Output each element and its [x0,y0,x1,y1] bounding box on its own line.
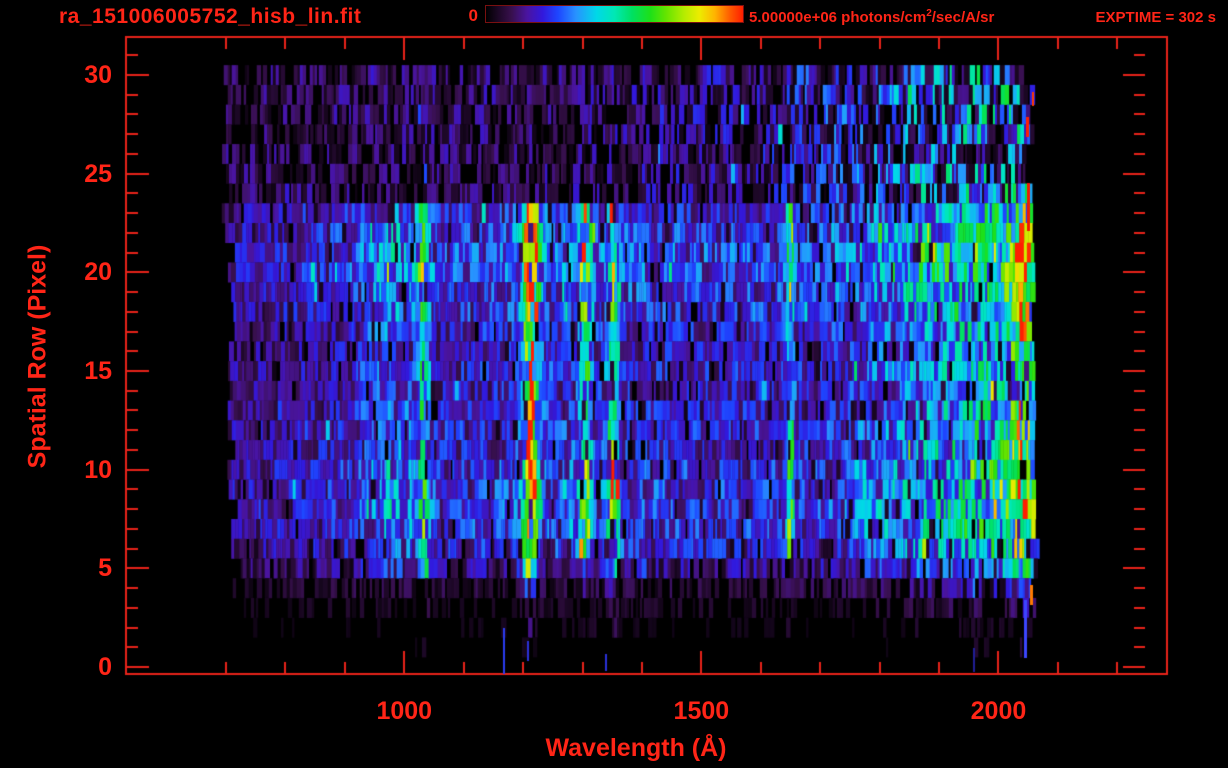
colorbar-gradient [485,5,744,23]
x-tick-label: 2000 [970,697,1027,725]
y-tick-label: 20 [84,258,112,287]
y-tick-label: 30 [84,61,112,89]
x-axis-label: Wavelength (Å) [545,734,727,762]
x-tick-label: 1500 [673,697,730,725]
y-tick-label: 5 [98,554,112,583]
exposure-time-label: EXPTIME = 302 s [1095,9,1216,26]
fits-filename-title: ra_151006005752_hisb_lin.fit [59,5,362,28]
x-tick-label: 1000 [376,697,433,725]
y-tick-label: 15 [84,357,112,385]
y-tick-label: 0 [98,653,112,681]
colorbar-units-suffix: /sec/A/sr [931,9,995,26]
colorbar-units-superscript: 2 [926,8,932,19]
y-tick-label: 25 [84,159,112,188]
colorbar-max-value: 5.00000e+06 photons/cm [749,9,927,26]
colorbar-max-label: 5.00000e+06 photons/cm2/sec/A/sr [749,8,994,26]
colorbar-min-label: 0 [468,6,478,25]
y-tick-label: 10 [84,455,112,484]
